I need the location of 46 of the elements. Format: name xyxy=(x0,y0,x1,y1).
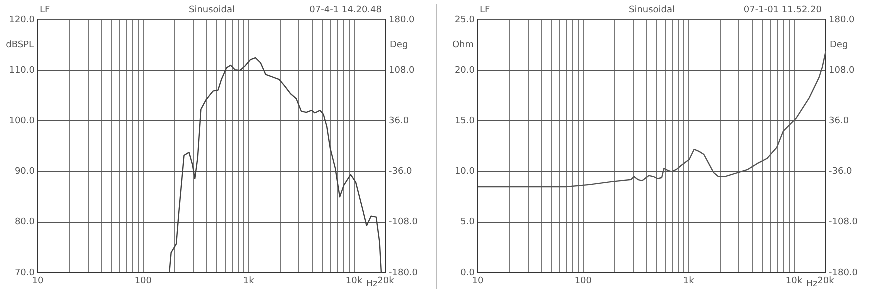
y2-tick-label: -108.0 xyxy=(389,218,418,228)
y-tick-label: 20.0 xyxy=(454,66,476,76)
y2-tick-label: 36.0 xyxy=(829,116,850,127)
x-tick-label: 1k xyxy=(683,276,696,287)
x-tick-label: 100 xyxy=(134,276,152,287)
y2-tick-label: -36.0 xyxy=(389,167,413,178)
y2-tick-label: 180.0 xyxy=(829,15,856,26)
y-tick-label: 15.0 xyxy=(454,116,476,127)
chart-title: Sinusoidal xyxy=(188,5,236,16)
text: 07-1-01 11.52.20 xyxy=(744,5,822,16)
y2-tick-label: 36.0 xyxy=(389,116,410,127)
x-tick-label: 10k xyxy=(346,276,364,287)
y-tick-label: 100.0 xyxy=(9,116,36,127)
y2-tick-label: -108.0 xyxy=(829,218,858,228)
y-tick-label: 25.0 xyxy=(454,15,476,26)
y2-tick-label: 108.0 xyxy=(389,66,416,76)
x-axis-title: Hz xyxy=(806,279,818,290)
y-axis-title: Ohm xyxy=(452,40,474,51)
y-tick-label: 110.0 xyxy=(9,66,36,76)
text: LF xyxy=(40,5,50,16)
y-tick-label: 0.0 xyxy=(460,268,476,278)
y2-tick-label: -36.0 xyxy=(829,167,853,178)
y-tick-label: 70.0 xyxy=(14,268,36,278)
y2-tick-label: -180.0 xyxy=(829,268,858,278)
x-tick-label: 100 xyxy=(574,276,592,287)
y2-tick-label: 108.0 xyxy=(829,66,856,76)
y-tick-label: 10.0 xyxy=(454,167,476,178)
x-tick-label: 1k xyxy=(243,276,256,287)
text: 07-4-1 14.20.48 xyxy=(310,5,382,16)
y-tick-label: 120.0 xyxy=(9,15,36,26)
x-tick-label: 20k xyxy=(378,276,396,287)
y-tick-label: 5.0 xyxy=(460,218,476,228)
chart-title: Sinusoidal xyxy=(628,5,676,16)
y-tick-label: 90.0 xyxy=(14,167,36,178)
y2-axis-title: Deg xyxy=(390,40,408,51)
x-tick-label: 10 xyxy=(32,276,44,287)
x-tick-label: 20k xyxy=(818,276,836,287)
y2-tick-label: 180.0 xyxy=(389,15,416,26)
y-axis-title: dBSPL xyxy=(6,40,34,51)
y-tick-label: 80.0 xyxy=(14,218,36,228)
x-axis-title: Hz xyxy=(366,279,378,290)
y2-tick-label: -180.0 xyxy=(389,268,418,278)
x-tick-label: 10 xyxy=(472,276,484,287)
x-tick-label: 10k xyxy=(786,276,804,287)
text: LF xyxy=(480,5,490,16)
y2-axis-title: Deg xyxy=(830,40,848,51)
